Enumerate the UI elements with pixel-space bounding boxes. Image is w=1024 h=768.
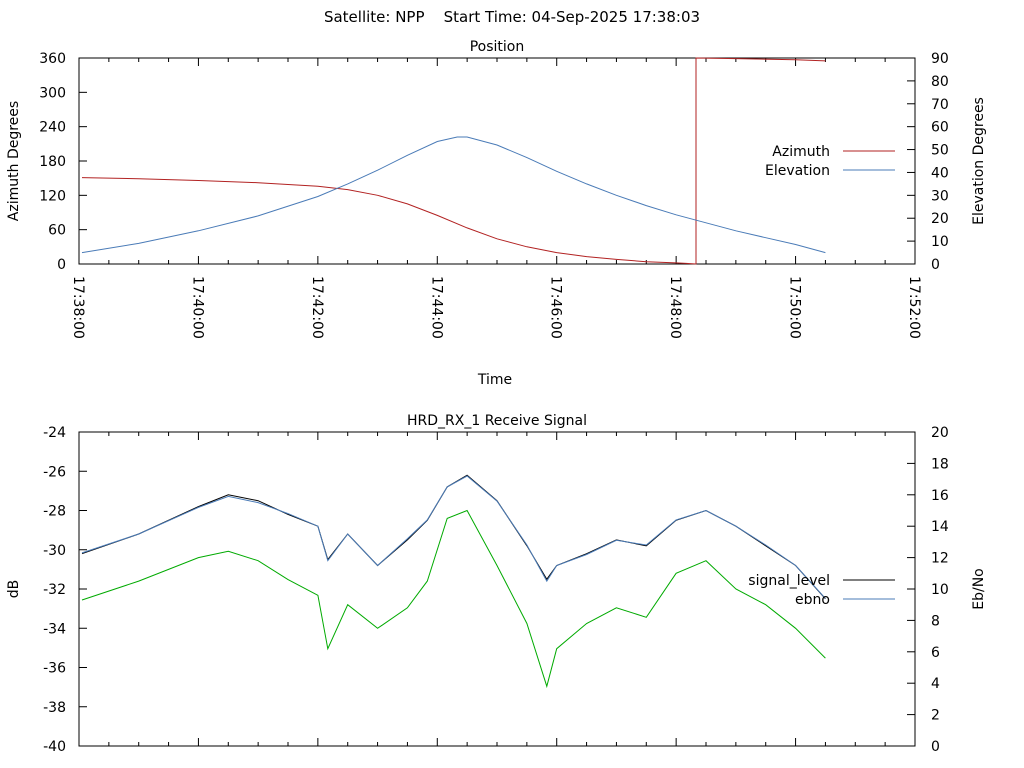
y2-tick-label: 20 [931, 425, 949, 441]
y2-tick-label: 12 [931, 551, 949, 567]
y2-tick-label: 40 [931, 165, 949, 181]
y-tick-label: 180 [39, 154, 66, 170]
azimuth-axis-label: Azimuth Degrees [6, 101, 22, 221]
elevation-axis-label: Elevation Degrees [971, 97, 987, 225]
receive-signal-chart-title: HRD_RX_1 Receive Signal [407, 413, 587, 429]
receive-signal-plot-frame [78, 431, 916, 747]
time-axis-label: Time [477, 372, 512, 388]
y-tick-label: 300 [39, 85, 66, 101]
db-axis-label: dB [6, 580, 22, 599]
receive-signal-panel: HRD_RX_1 Receive Signal -40-38-36-34-32-… [6, 413, 987, 755]
position-series [81, 57, 826, 265]
y2-tick-label: 16 [931, 488, 949, 504]
receive-signal-time-ticks [78, 432, 916, 746]
y-tick-label: 0 [57, 257, 66, 273]
y-tick-label: -24 [43, 425, 66, 441]
position-elevation-ticks: 0 10 20 30 40 50 60 70 80 90 [907, 51, 949, 273]
y2-tick-label: 10 [931, 234, 949, 250]
x-tick-label: 17:38:00 [70, 276, 86, 339]
x-tick-label: 17:46:00 [548, 276, 564, 339]
position-azimuth-ticks: 0 60 120 180 240 300 360 [39, 51, 87, 273]
y-tick-label: 60 [48, 223, 66, 239]
figure-title: Satellite: NPP Start Time: 04-Sep-2025 1… [323, 8, 701, 26]
y-tick-label: -38 [43, 700, 66, 716]
y-tick-label: -32 [43, 582, 66, 598]
y-tick-label: -28 [43, 504, 66, 520]
y2-tick-label: 90 [931, 51, 949, 67]
y2-tick-label: 14 [931, 519, 949, 535]
Elevation-series-line [81, 136, 826, 254]
legend-label-Elevation: Elevation [765, 163, 830, 179]
Azimuth-series-line [81, 57, 826, 265]
y-tick-label: -30 [43, 543, 66, 559]
y2-tick-label: 50 [931, 143, 949, 159]
x-tick-label: 17:48:00 [667, 276, 683, 339]
ebno-series-line [81, 475, 826, 599]
x-tick-label: 17:52:00 [906, 276, 922, 339]
y-tick-label: -36 [43, 661, 66, 677]
position-time-ticks: 17:38:00 17:40:00 17:42:00 17:44:00 17:46:00… [70, 58, 922, 339]
position-plot-frame [78, 57, 916, 265]
y-tick-label: 360 [39, 51, 66, 67]
y2-tick-label: 80 [931, 74, 949, 90]
position-chart-title: Position [470, 39, 525, 55]
db-axis-ticks: -40 -38 -36 -34 -32 -30 -28 -26 -24 [43, 425, 87, 755]
y2-tick-label: 18 [931, 456, 949, 472]
y-tick-label: 240 [39, 120, 66, 136]
legend-label-ebno: ebno [795, 592, 830, 608]
y2-tick-label: 2 [931, 708, 940, 724]
y2-tick-label: 10 [931, 582, 949, 598]
x-tick-label: 17:44:00 [428, 276, 444, 339]
y-tick-label: 120 [39, 188, 66, 204]
y2-tick-label: 6 [931, 645, 940, 661]
ebno-axis-ticks: 0 2 4 6 8 10 12 14 16 18 20 [907, 425, 949, 755]
x-tick-label: 17:40:00 [189, 276, 205, 339]
x-tick-label: 17:50:00 [787, 276, 803, 339]
legend-label-Azimuth: Azimuth [772, 144, 830, 160]
ebno-axis-label: Eb/No [971, 568, 987, 610]
signal-series-line [81, 509, 826, 689]
y-tick-label: -34 [43, 621, 66, 637]
position-panel: Position 0 60 120 180 240 300 360 0 10 20 30 40 50 6… [6, 39, 987, 388]
y2-tick-label: 30 [931, 188, 949, 204]
receive-signal-series [81, 474, 826, 689]
y2-tick-label: 60 [931, 120, 949, 136]
y2-tick-label: 0 [931, 739, 940, 755]
y2-tick-label: 4 [931, 676, 940, 692]
y2-tick-label: 8 [931, 613, 940, 629]
position-legend: Azimuth Elevation [765, 144, 895, 179]
y2-tick-label: 0 [931, 257, 940, 273]
signal_level-series-line [81, 474, 826, 600]
y2-tick-label: 20 [931, 211, 949, 227]
y-tick-label: -40 [43, 739, 66, 755]
y-tick-label: -26 [43, 464, 66, 480]
legend-label-signal_level: signal_level [748, 573, 830, 589]
x-tick-label: 17:42:00 [309, 276, 325, 339]
y2-tick-label: 70 [931, 97, 949, 113]
